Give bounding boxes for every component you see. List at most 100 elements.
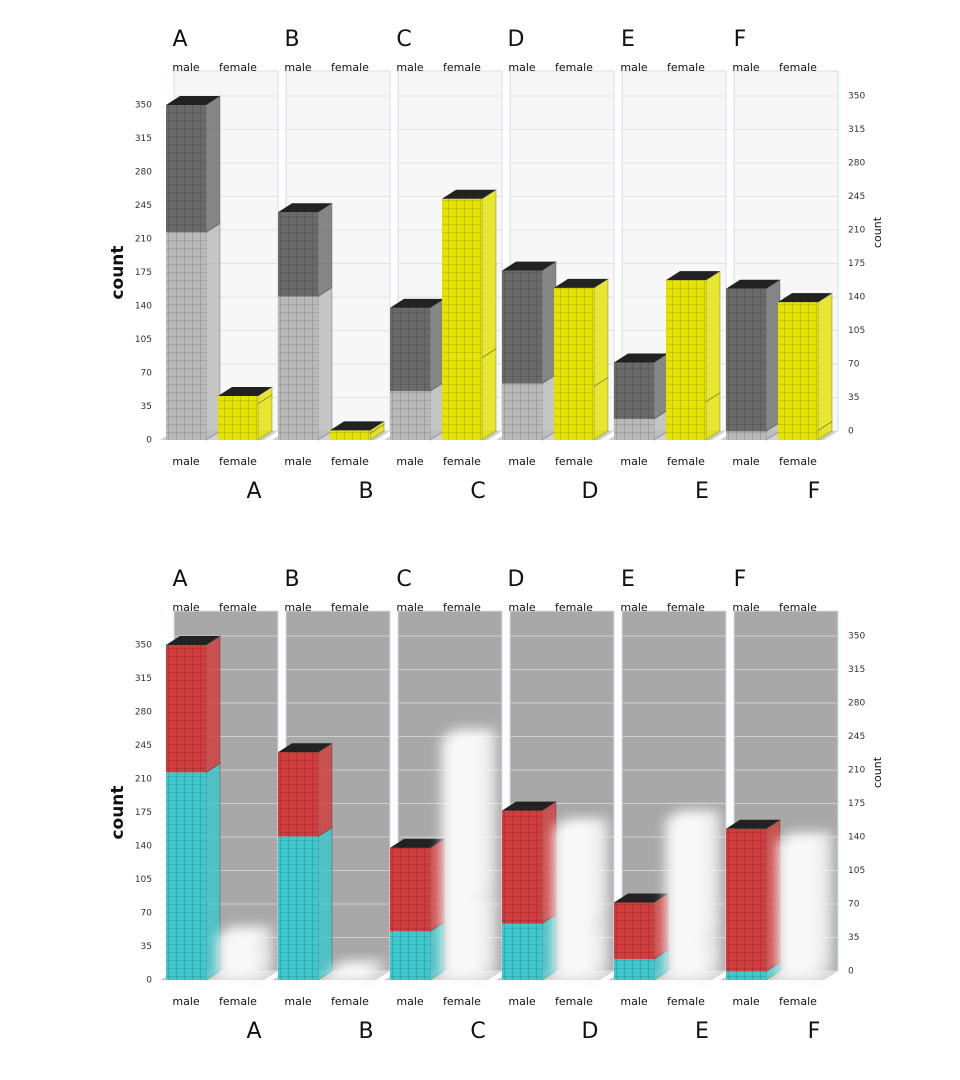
bar-blocks bbox=[614, 418, 654, 440]
y-tick-label: 245 bbox=[135, 201, 152, 211]
bar-stack bbox=[278, 202, 333, 441]
facet-label: A bbox=[246, 1019, 261, 1044]
group-label: male bbox=[508, 455, 536, 468]
bar-blocks bbox=[614, 362, 654, 419]
bar-side bbox=[429, 381, 445, 441]
group-label: female bbox=[443, 455, 481, 468]
group-label: male bbox=[284, 995, 312, 1008]
y-tick-label: 350 bbox=[135, 641, 152, 651]
y-tick-label: 70 bbox=[848, 900, 860, 910]
group-label: female bbox=[443, 601, 481, 614]
bar-stack bbox=[218, 386, 273, 441]
y-axis-label: count bbox=[108, 245, 128, 299]
y-tick-label: 350 bbox=[848, 632, 865, 642]
facet-label: F bbox=[734, 27, 747, 52]
bar-blocks bbox=[330, 970, 370, 974]
facet-label: F bbox=[808, 479, 821, 504]
bar-blocks bbox=[390, 391, 430, 440]
facet-label: B bbox=[358, 479, 373, 504]
bar-blocks bbox=[390, 847, 430, 932]
group-label: female bbox=[779, 601, 817, 614]
bar-blocks bbox=[278, 836, 318, 980]
facet-label: C bbox=[396, 567, 411, 592]
group-label: male bbox=[508, 61, 536, 74]
group-label: female bbox=[555, 601, 593, 614]
bar-blocks bbox=[554, 386, 594, 440]
group-label: male bbox=[396, 455, 424, 468]
bar-top bbox=[726, 819, 780, 829]
bar-blocks bbox=[778, 430, 818, 440]
bar-side bbox=[817, 832, 833, 972]
y-tick-label: 0 bbox=[146, 436, 152, 446]
group-label: female bbox=[555, 455, 593, 468]
y-tick-label: 245 bbox=[135, 741, 152, 751]
y-tick-label: 70 bbox=[141, 369, 153, 379]
bar-side bbox=[429, 921, 445, 981]
bar-stack bbox=[554, 277, 609, 441]
bar-side bbox=[541, 800, 557, 925]
group-label: male bbox=[284, 455, 312, 468]
group-label: male bbox=[172, 61, 200, 74]
bar-top bbox=[442, 189, 496, 199]
group-label: female bbox=[331, 601, 369, 614]
bar-blocks bbox=[442, 897, 482, 980]
bar-side bbox=[317, 826, 333, 981]
y-tick-label: 35 bbox=[848, 933, 859, 943]
bar-blocks bbox=[502, 270, 542, 384]
bar-side bbox=[481, 188, 497, 359]
group-label: male bbox=[508, 601, 536, 614]
group-label: female bbox=[443, 61, 481, 74]
group-label: male bbox=[620, 61, 648, 74]
y-tick-label: 210 bbox=[848, 226, 865, 236]
bar-side bbox=[481, 347, 497, 441]
y-axis-label: count bbox=[871, 216, 884, 248]
group-label: female bbox=[555, 61, 593, 74]
bar-stack bbox=[218, 926, 273, 981]
bar-top bbox=[330, 421, 384, 431]
y-tick-label: 210 bbox=[135, 775, 152, 785]
bar-stack bbox=[442, 188, 497, 441]
facet-label: A bbox=[246, 479, 261, 504]
bar-top bbox=[218, 386, 272, 396]
bar-side bbox=[541, 373, 557, 441]
bar-top bbox=[614, 353, 668, 363]
y-tick-label: 0 bbox=[848, 967, 854, 977]
bar-blocks bbox=[218, 395, 258, 404]
bar-top bbox=[778, 293, 832, 303]
bar-side bbox=[765, 818, 781, 973]
y-axis-label: count bbox=[871, 756, 884, 788]
bar-top bbox=[614, 893, 668, 903]
bar-blocks bbox=[166, 232, 206, 440]
bar-stack bbox=[778, 292, 833, 441]
bar-blocks bbox=[502, 923, 542, 980]
bar-blocks bbox=[218, 403, 258, 440]
bar-top bbox=[502, 261, 556, 271]
bar-top bbox=[166, 636, 220, 645]
group-label: male bbox=[396, 995, 424, 1008]
bar-blocks bbox=[442, 198, 482, 358]
group-label: female bbox=[779, 995, 817, 1008]
bar-side bbox=[653, 352, 669, 420]
bar-blocks bbox=[666, 280, 706, 402]
bar-blocks bbox=[614, 958, 654, 980]
bar-blocks bbox=[218, 943, 258, 980]
bar-blocks bbox=[166, 105, 206, 233]
bar-stack bbox=[554, 817, 609, 981]
y-tick-label: 280 bbox=[135, 708, 152, 718]
y-tick-label: 105 bbox=[848, 866, 865, 876]
group-label: male bbox=[732, 995, 760, 1008]
group-label: female bbox=[219, 995, 257, 1008]
bar-top bbox=[390, 298, 444, 308]
y-tick-label: 175 bbox=[848, 799, 865, 809]
y-tick-label: 70 bbox=[848, 360, 860, 370]
bar-stack bbox=[726, 278, 781, 441]
bar-blocks bbox=[726, 828, 766, 972]
bar-top bbox=[778, 833, 832, 843]
group-label: male bbox=[284, 601, 312, 614]
bar-blocks bbox=[278, 296, 318, 440]
bar-side bbox=[205, 762, 221, 981]
bar-top bbox=[666, 811, 720, 821]
bar-stack bbox=[166, 635, 221, 981]
y-tick-label: 315 bbox=[848, 665, 865, 675]
bar-side bbox=[205, 95, 221, 234]
